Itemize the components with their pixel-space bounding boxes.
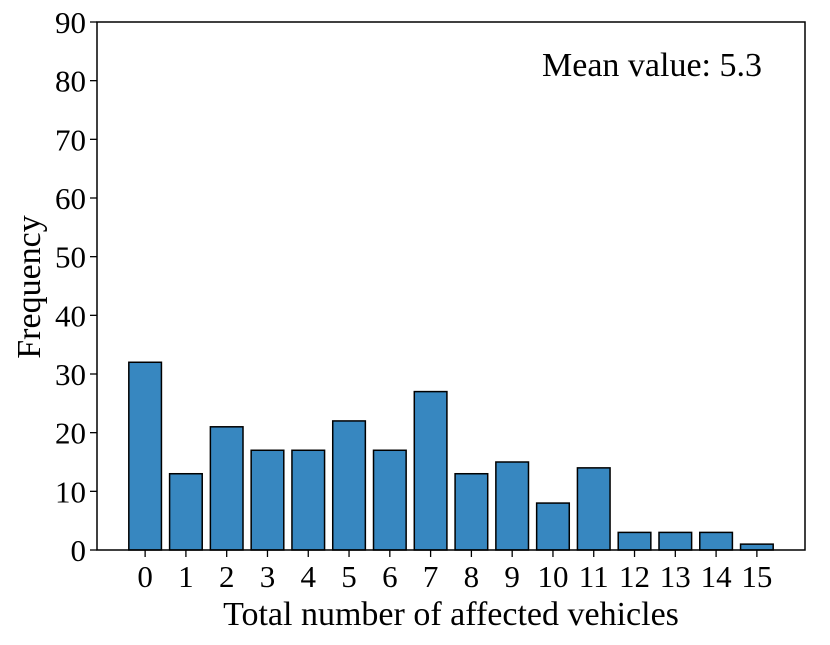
bar: [209, 426, 244, 551]
x-tick-label: 13: [660, 559, 691, 594]
x-tick-label: 11: [579, 559, 609, 594]
x-tick-label: 4: [301, 559, 317, 594]
bar: [331, 420, 367, 551]
annotation: Mean value: 5.3: [542, 47, 762, 84]
x-tick-label: 15: [741, 559, 772, 594]
y-tick-label: 90: [55, 5, 86, 40]
y-tick-label: 40: [55, 298, 86, 333]
bar: [454, 472, 489, 551]
x-tick-label: 10: [537, 559, 568, 594]
bar: [372, 449, 407, 551]
x-tick-label: 12: [619, 559, 650, 594]
x-tick-label: 7: [423, 559, 439, 594]
bar: [495, 461, 530, 551]
x-tick-label: 5: [341, 559, 357, 594]
bar: [658, 531, 693, 551]
y-axis-label: Frequency: [11, 215, 48, 359]
x-tick-label: 0: [137, 559, 153, 594]
y-tick-label: 0: [71, 533, 87, 568]
y-tick-label: 50: [55, 240, 86, 275]
x-tick-label: 1: [178, 559, 194, 594]
x-axis-label: Total number of affected vehicles: [223, 596, 679, 633]
x-tick-label: 8: [464, 559, 480, 594]
y-tick-label: 60: [55, 181, 86, 216]
bar: [413, 390, 448, 551]
y-tick-label: 70: [55, 122, 86, 157]
bar: [291, 449, 326, 551]
x-tick-label: 14: [701, 559, 733, 594]
bar: [699, 531, 734, 551]
x-tick-label: 2: [219, 559, 235, 594]
bar: [168, 472, 203, 551]
x-tick-label: 3: [260, 559, 276, 594]
bar: [739, 543, 774, 551]
bar: [535, 502, 571, 551]
bar: [617, 531, 652, 551]
bar: [250, 449, 285, 551]
y-tick-label: 20: [55, 416, 86, 451]
x-tick-label: 6: [382, 559, 398, 594]
y-tick-label: 80: [55, 64, 86, 99]
bar: [576, 467, 611, 551]
y-tick-label: 30: [55, 357, 86, 392]
plot-frame: [96, 21, 806, 551]
y-tick-label: 10: [55, 474, 86, 509]
x-tick-label: 9: [504, 559, 520, 594]
bar: [128, 361, 163, 551]
